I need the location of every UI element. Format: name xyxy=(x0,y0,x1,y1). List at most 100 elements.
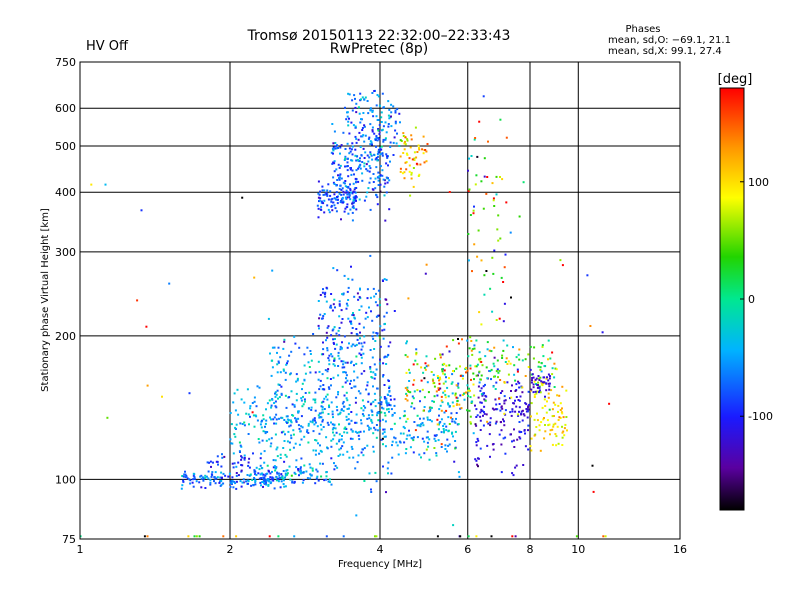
colorbar-tick-label: -100 xyxy=(748,410,773,423)
echo-point xyxy=(342,371,345,374)
echo-point xyxy=(332,416,334,419)
echo-point xyxy=(346,304,349,307)
echo-point xyxy=(332,427,335,429)
echo-point xyxy=(299,467,302,470)
echo-point xyxy=(340,447,342,450)
echo-point xyxy=(285,469,288,472)
echo-point xyxy=(455,417,457,420)
echo-point xyxy=(551,373,554,376)
echo-point xyxy=(256,419,259,422)
echo-point xyxy=(344,191,347,194)
echo-point xyxy=(549,357,552,360)
echo-point xyxy=(514,466,517,469)
echo-point xyxy=(366,444,369,447)
echo-point xyxy=(356,333,359,336)
echo-point xyxy=(357,138,360,141)
echo-point xyxy=(288,441,291,444)
echo-point xyxy=(379,183,382,186)
echo-point xyxy=(482,385,485,388)
echo-point xyxy=(496,228,499,231)
echo-point xyxy=(186,477,189,480)
echo-point xyxy=(440,446,443,448)
echo-point xyxy=(358,438,361,441)
echo-point xyxy=(262,418,265,421)
echo-point xyxy=(288,396,291,399)
echo-point xyxy=(538,391,540,394)
echo-point xyxy=(279,476,282,479)
echo-point xyxy=(288,354,291,357)
echo-point xyxy=(343,274,346,277)
echo-point xyxy=(355,159,358,162)
echo-point xyxy=(200,486,203,489)
echo-point xyxy=(393,412,396,414)
echo-point xyxy=(289,372,292,375)
echo-point xyxy=(319,313,322,316)
echo-point xyxy=(548,408,551,411)
echo-point xyxy=(380,111,383,114)
echo-point xyxy=(317,442,319,445)
echo-point xyxy=(294,417,297,420)
echo-point xyxy=(336,409,339,412)
echo-point xyxy=(332,363,335,366)
echo-point xyxy=(435,454,438,457)
echo-point xyxy=(414,359,417,362)
echo-point xyxy=(298,470,301,473)
echo-point xyxy=(268,399,271,402)
echo-point xyxy=(343,366,346,369)
echo-point xyxy=(429,408,432,411)
echo-point xyxy=(489,424,492,427)
echo-point xyxy=(477,457,480,460)
echo-point xyxy=(546,376,548,379)
echo-point xyxy=(393,404,396,407)
echo-point xyxy=(479,378,482,381)
echo-point xyxy=(505,201,508,204)
echo-point xyxy=(276,477,279,480)
echo-point xyxy=(270,374,273,377)
echo-point xyxy=(303,398,306,401)
echo-point xyxy=(334,427,337,430)
echo-point xyxy=(409,391,412,394)
echo-point xyxy=(342,190,345,193)
echo-point xyxy=(439,376,441,379)
echo-point xyxy=(360,118,362,121)
echo-point xyxy=(451,381,454,384)
echo-point xyxy=(521,391,524,394)
echo-point xyxy=(342,405,345,408)
echo-point xyxy=(350,173,353,176)
echo-point xyxy=(586,274,589,277)
echo-point xyxy=(407,390,410,392)
echo-point xyxy=(340,360,343,363)
echo-point xyxy=(360,422,363,425)
echo-point xyxy=(551,415,554,418)
echo-point xyxy=(541,406,544,409)
echo-point xyxy=(282,479,285,482)
echo-point xyxy=(220,476,223,479)
echo-point xyxy=(345,418,348,421)
echo-point xyxy=(344,361,347,364)
echo-point xyxy=(406,386,409,389)
echo-point xyxy=(340,321,343,324)
echo-point xyxy=(377,402,380,405)
echo-point xyxy=(321,185,324,188)
echo-point xyxy=(423,396,426,399)
echo-point xyxy=(501,178,504,181)
echo-point xyxy=(433,385,436,388)
echo-point xyxy=(289,419,292,422)
echo-point xyxy=(338,334,341,337)
echo-point xyxy=(305,470,308,473)
echo-point xyxy=(459,535,462,538)
echo-point xyxy=(413,157,416,160)
echo-point xyxy=(522,413,525,416)
echo-point xyxy=(286,415,289,418)
echo-point xyxy=(445,364,448,367)
echo-point xyxy=(329,378,332,380)
echo-point xyxy=(344,185,347,188)
echo-point xyxy=(426,418,429,421)
echo-point xyxy=(368,156,371,159)
echo-point xyxy=(251,402,254,404)
echo-point xyxy=(439,404,442,407)
echo-point xyxy=(482,411,485,413)
echo-point xyxy=(362,134,365,137)
echo-point xyxy=(540,380,543,383)
echo-point xyxy=(480,259,483,262)
